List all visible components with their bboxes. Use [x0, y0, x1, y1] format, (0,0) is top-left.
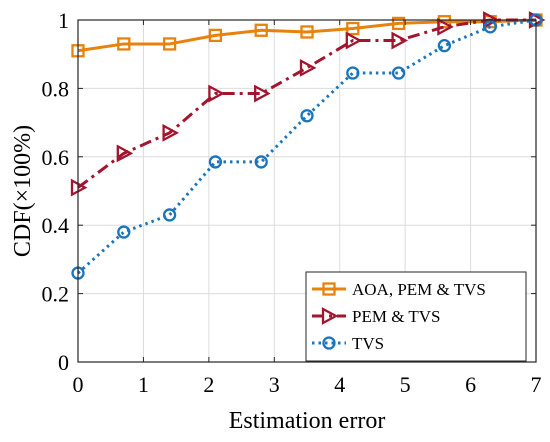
data-point: [208, 155, 223, 169]
data-point: [346, 66, 360, 80]
y-tick-label: 0: [58, 350, 69, 375]
data-point: [208, 28, 223, 43]
data-point: [254, 155, 268, 169]
x-tick-label: 4: [334, 372, 345, 397]
plot-frame: [77, 19, 537, 363]
series-3: [71, 13, 543, 280]
y-tick-label: 1: [58, 8, 69, 33]
y-tick-label: 0.8: [42, 76, 70, 101]
legend: AOA, PEM & TVS PEM & TVS TVS: [305, 271, 527, 362]
x-tick-label: 6: [465, 372, 476, 397]
legend-entry: AOA, PEM & TVS: [312, 280, 486, 299]
legend-label: TVS: [352, 334, 384, 353]
x-tick-label: 7: [531, 372, 542, 397]
series-line: [77, 18, 536, 189]
data-point: [483, 20, 497, 34]
data-point: [254, 84, 271, 103]
data-point: [162, 208, 177, 222]
data-point: [437, 17, 454, 36]
y-tick-label: 0.2: [42, 282, 70, 307]
series-2: [70, 11, 546, 197]
legend-marker: [322, 336, 336, 350]
data-point: [254, 23, 268, 37]
legend-label: AOA, PEM & TVS: [352, 280, 486, 299]
series-line: [77, 18, 537, 53]
series-line: [76, 18, 537, 275]
legend-entry: PEM & TVS: [312, 307, 441, 326]
legend-label: PEM & TVS: [352, 307, 441, 326]
data-point: [391, 16, 406, 31]
y-tick-label: 0.6: [42, 145, 70, 170]
data-point: [162, 37, 177, 51]
data-point: [437, 39, 452, 53]
x-tick-label: 3: [269, 372, 280, 397]
data-point: [116, 144, 134, 163]
legend-entry: TVS: [312, 334, 384, 353]
y-tick-label: 0.4: [42, 213, 70, 238]
data-point: [391, 66, 406, 80]
legend-marker: [321, 307, 339, 325]
x-tick-label: 0: [73, 372, 84, 397]
x-tick-label: 2: [203, 372, 214, 397]
data-point: [346, 21, 360, 36]
y-axis-label: CDF(×100%): [10, 125, 36, 257]
data-point: [345, 31, 363, 50]
data-point: [300, 25, 314, 39]
series-layer: [70, 11, 546, 280]
data-point: [208, 84, 225, 103]
data-point: [300, 109, 314, 123]
data-point: [117, 37, 131, 51]
data-point: [391, 31, 409, 50]
data-point: [162, 123, 180, 142]
data-point: [299, 58, 317, 77]
x-tick-label: 1: [138, 372, 149, 397]
x-tick-label: 5: [400, 372, 411, 397]
ticks: 0 1 2 3 4 5 6 7 0 0.2 0.4 0.6 0.8 1: [42, 8, 542, 397]
x-axis-label: Estimation error: [229, 408, 386, 434]
legend-marker: [322, 282, 336, 296]
data-point: [117, 225, 131, 239]
